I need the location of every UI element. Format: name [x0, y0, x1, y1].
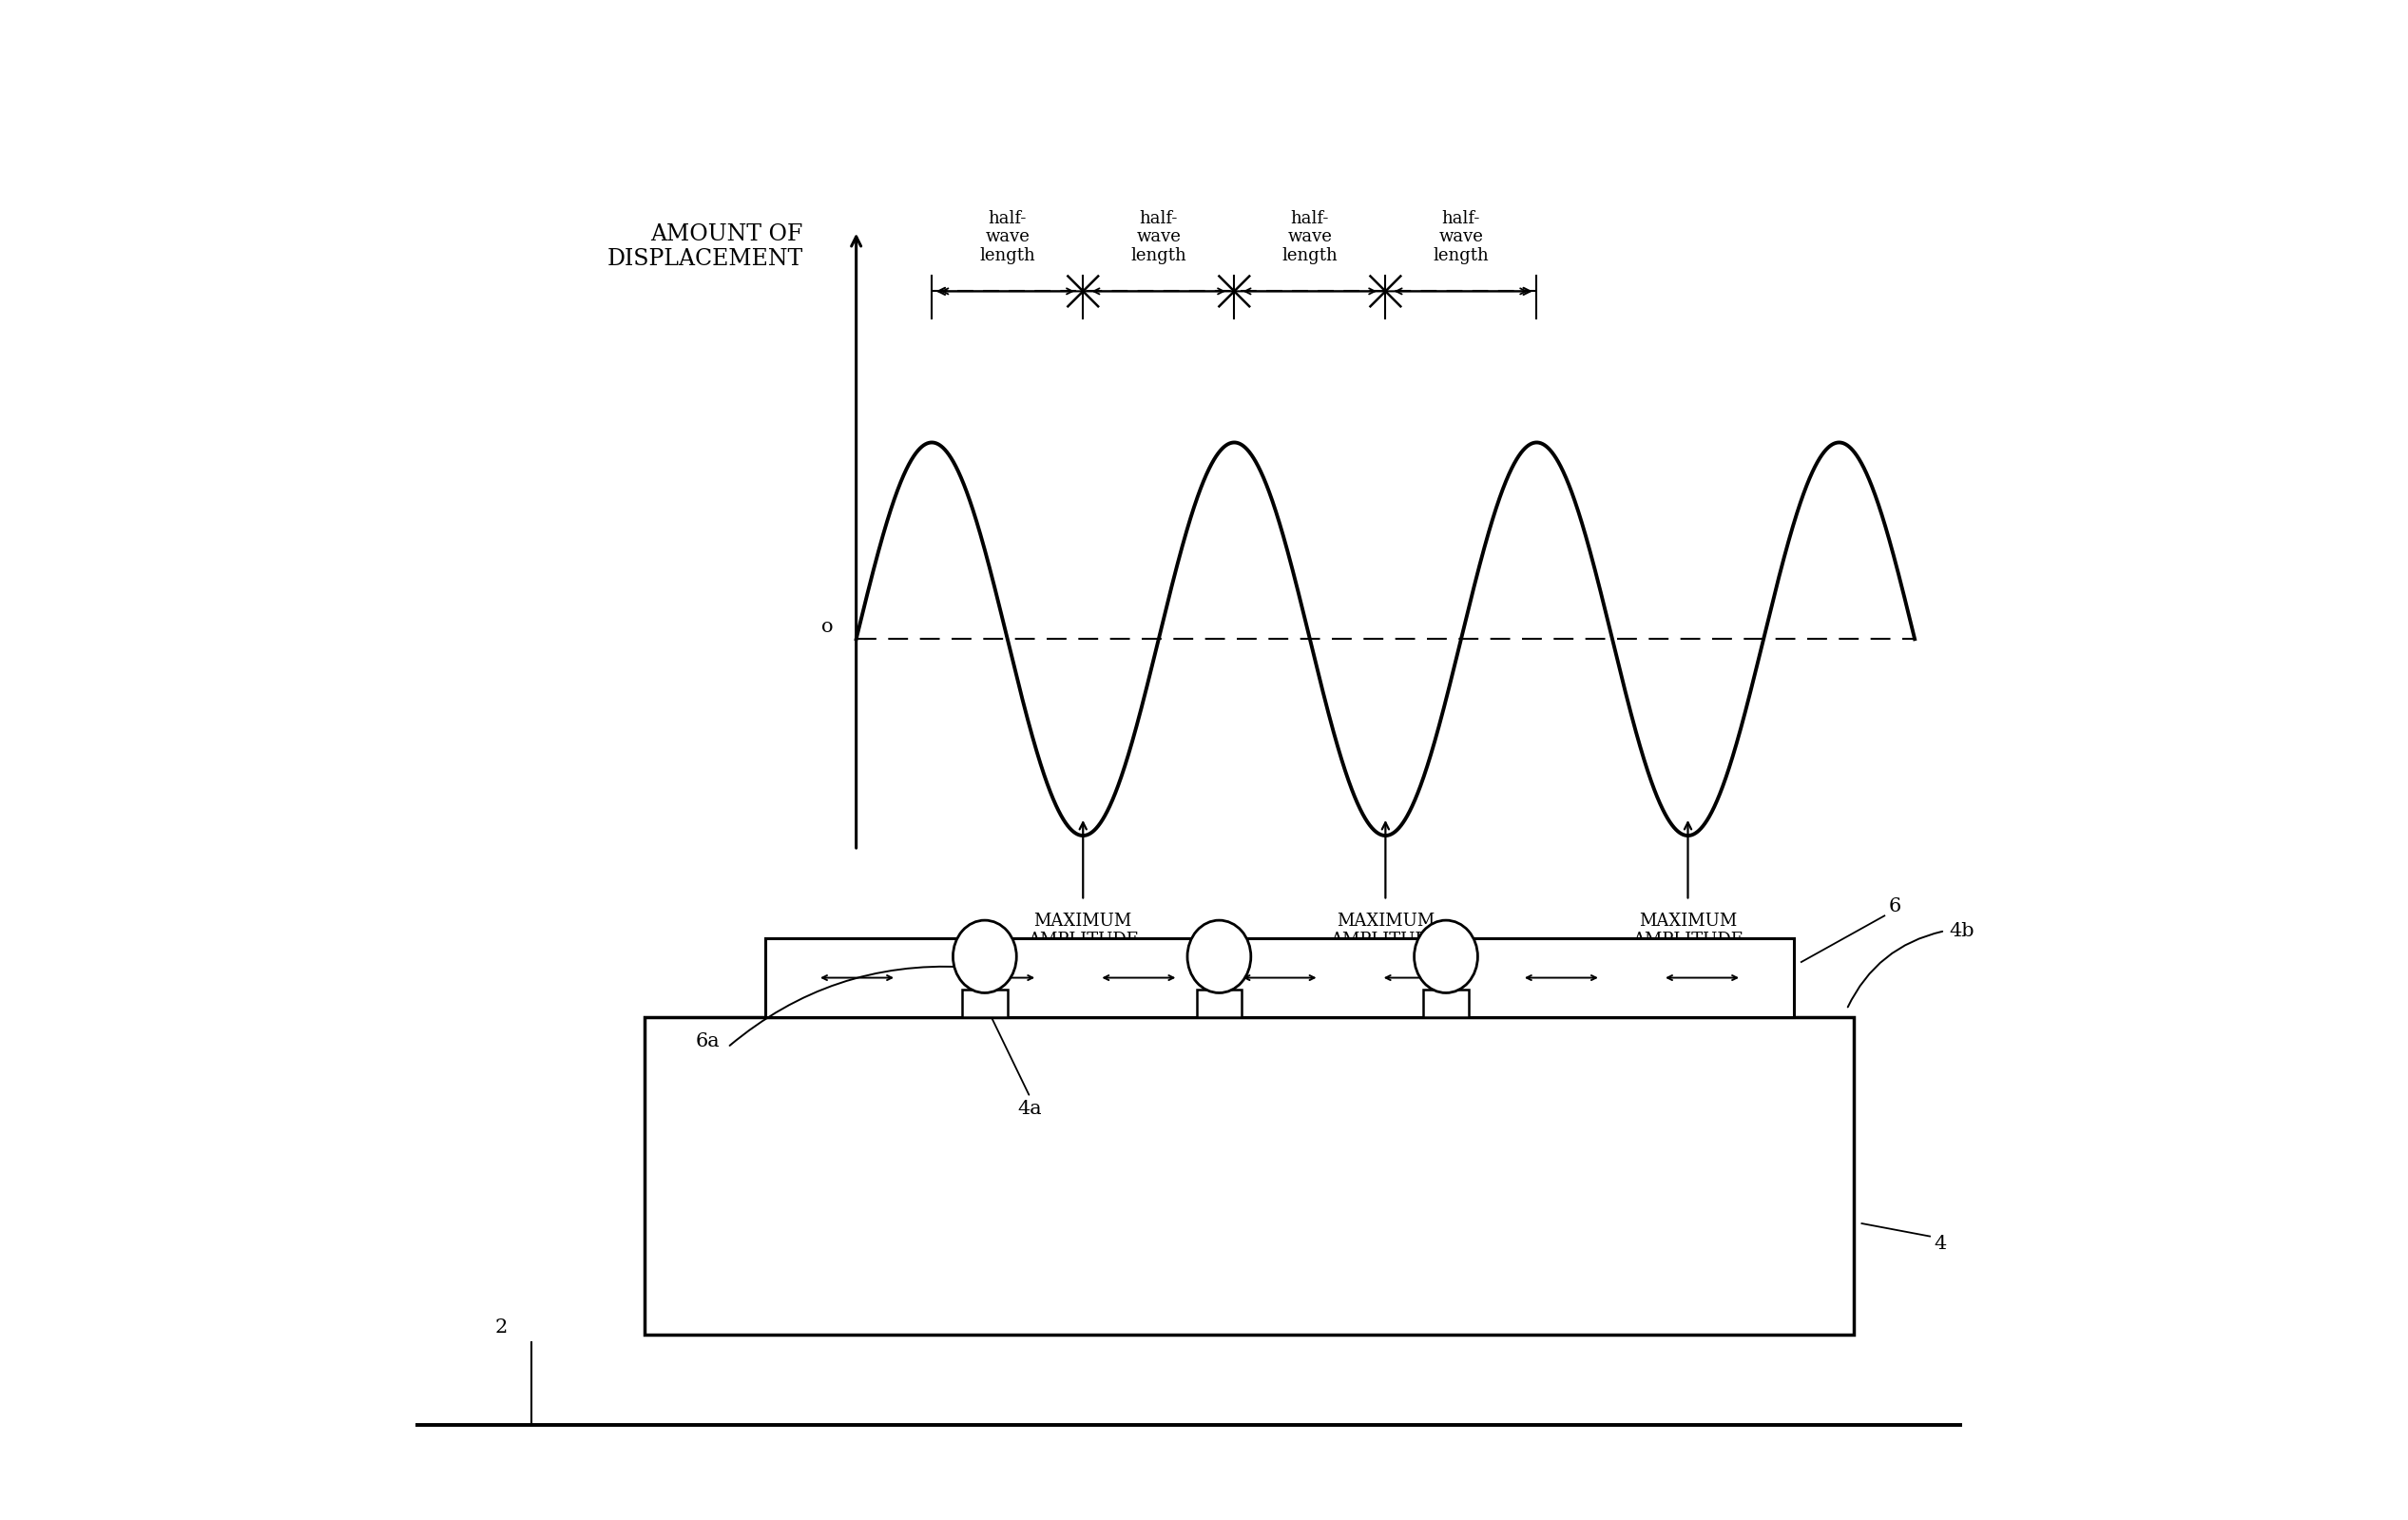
- Text: 6a: 6a: [696, 1032, 720, 1050]
- Bar: [1197, 990, 1243, 1017]
- Ellipse shape: [1187, 920, 1250, 993]
- Text: MAXIMUM
AMPLITUDE
POINT: MAXIMUM AMPLITUDE POINT: [1329, 912, 1440, 967]
- Text: half-
wave
length: half- wave length: [1132, 210, 1187, 264]
- Ellipse shape: [1413, 920, 1479, 993]
- Text: 4a: 4a: [1019, 1100, 1043, 1119]
- Text: 4b: 4b: [1950, 921, 1975, 939]
- Text: MAXIMUM
AMPLITUDE
POINT: MAXIMUM AMPLITUDE POINT: [1633, 912, 1743, 967]
- Bar: [645, 1017, 1854, 1335]
- Text: 4: 4: [1934, 1234, 1948, 1252]
- Text: half-
wave
length: half- wave length: [1433, 210, 1488, 264]
- Text: half-
wave
length: half- wave length: [1281, 210, 1339, 264]
- Bar: [766, 938, 1794, 1017]
- Text: AMOUNT OF
DISPLACEMENT: AMOUNT OF DISPLACEMENT: [607, 223, 804, 269]
- Text: o: o: [821, 619, 833, 635]
- Text: 2: 2: [494, 1318, 508, 1336]
- Bar: [963, 990, 1007, 1017]
- Text: MAXIMUM
AMPLITUDE
POINT: MAXIMUM AMPLITUDE POINT: [1028, 912, 1139, 967]
- Ellipse shape: [954, 920, 1016, 993]
- Bar: [1423, 990, 1469, 1017]
- Text: 6: 6: [1888, 898, 1902, 915]
- Text: half-
wave
length: half- wave length: [980, 210, 1035, 264]
